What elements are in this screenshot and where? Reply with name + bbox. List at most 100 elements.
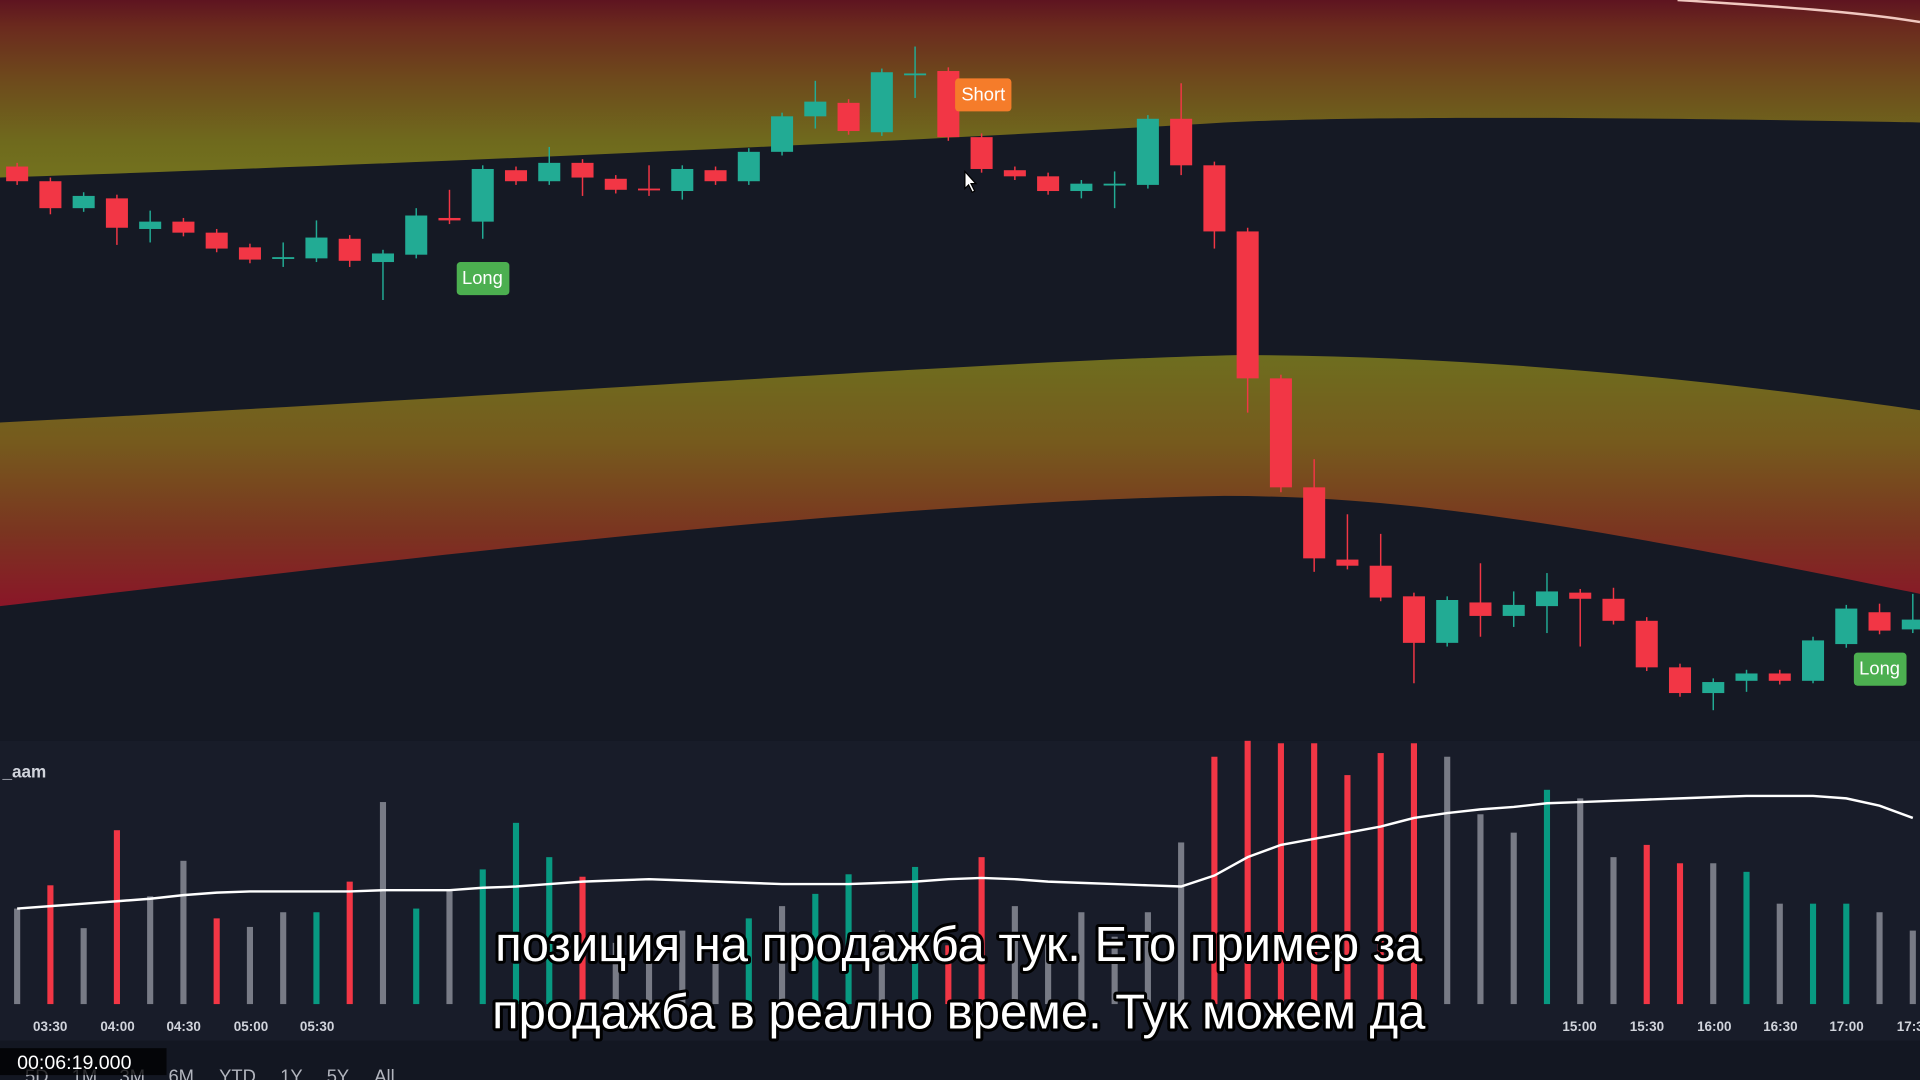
candle-body bbox=[1535, 591, 1558, 607]
candle-body bbox=[1303, 487, 1326, 559]
range-button[interactable]: 6M bbox=[168, 1065, 194, 1080]
volume-bar bbox=[280, 912, 287, 1005]
candle-body bbox=[6, 166, 29, 182]
volume-bar bbox=[1311, 743, 1318, 1005]
volume-bar bbox=[1211, 756, 1218, 1005]
candle-body bbox=[804, 101, 827, 117]
candle-body bbox=[205, 232, 228, 249]
volume-bar bbox=[80, 928, 87, 1005]
volume-bar bbox=[1178, 842, 1185, 1005]
volume-bar bbox=[1477, 814, 1484, 1005]
volume-bar bbox=[14, 908, 21, 1005]
candle-body bbox=[604, 178, 627, 190]
candle-body bbox=[870, 72, 893, 133]
candle-body bbox=[1602, 598, 1625, 621]
volume-bar bbox=[778, 906, 786, 1005]
time-label: 15:00 bbox=[1562, 1019, 1596, 1034]
candle-body bbox=[704, 170, 727, 182]
time-label: 16:30 bbox=[1763, 1019, 1797, 1034]
timestamp-box bbox=[0, 1048, 167, 1076]
candle-body bbox=[737, 151, 760, 182]
volume-bar bbox=[1843, 903, 1850, 1005]
candle-body bbox=[471, 168, 494, 222]
volume-bar bbox=[1543, 789, 1551, 1005]
candle-body bbox=[172, 221, 195, 233]
volume-bar bbox=[978, 857, 985, 1005]
volume-bar bbox=[213, 918, 220, 1005]
candle-body bbox=[1502, 604, 1525, 616]
volume-bar bbox=[1809, 903, 1817, 1005]
candle-body bbox=[1436, 600, 1459, 643]
volume-bar bbox=[1510, 832, 1517, 1005]
time-label: 04:00 bbox=[100, 1019, 134, 1034]
volume-bar bbox=[180, 860, 187, 1005]
volume-bar bbox=[1377, 753, 1384, 1005]
volume-bar bbox=[1577, 798, 1584, 1005]
candle-body bbox=[1835, 608, 1858, 645]
volume-bar bbox=[612, 942, 619, 1005]
candle-body bbox=[1269, 378, 1292, 488]
time-label: 17:00 bbox=[1829, 1019, 1863, 1034]
long-signal: Long bbox=[1859, 658, 1900, 679]
volume-bar bbox=[1643, 844, 1650, 1005]
candle-body bbox=[1103, 183, 1126, 186]
candle-body bbox=[504, 170, 528, 182]
volume-bar bbox=[579, 876, 586, 1005]
short-signal-box bbox=[955, 78, 1012, 112]
candle-body bbox=[538, 162, 561, 182]
candle-body bbox=[305, 237, 328, 259]
candle-body bbox=[1768, 673, 1791, 681]
volume-bar bbox=[1144, 912, 1151, 1005]
volume-bar bbox=[446, 888, 453, 1005]
time-label: 03:30 bbox=[33, 1019, 67, 1034]
volume-bar bbox=[1444, 756, 1451, 1005]
candle-body bbox=[1668, 667, 1692, 694]
volume-bar bbox=[1277, 743, 1284, 1005]
range-button[interactable]: All bbox=[374, 1065, 394, 1080]
volume-bar bbox=[912, 866, 919, 1005]
long-signal-box bbox=[1853, 652, 1907, 686]
time-label: 16:00 bbox=[1697, 1019, 1731, 1034]
candle-body bbox=[105, 198, 128, 228]
volume-bar bbox=[679, 930, 686, 1005]
candle-body bbox=[39, 181, 62, 209]
long-signal-box bbox=[456, 262, 510, 296]
time-label: 05:30 bbox=[300, 1019, 334, 1034]
volume-bar bbox=[1676, 863, 1684, 1005]
candle-body bbox=[1136, 118, 1159, 185]
time-label: 17:3 bbox=[1897, 1019, 1920, 1034]
candle-body bbox=[1170, 118, 1193, 166]
volume-bar bbox=[812, 893, 819, 1005]
range-button[interactable]: YTD bbox=[219, 1065, 256, 1080]
volume-ma-line bbox=[17, 794, 1914, 910]
candles bbox=[6, 46, 1920, 711]
candle-body bbox=[1635, 620, 1658, 668]
candle-body bbox=[1469, 602, 1492, 616]
candle-body bbox=[238, 247, 261, 260]
candle-body bbox=[1802, 640, 1825, 681]
volume-bar bbox=[745, 918, 752, 1005]
volume-bar bbox=[379, 802, 387, 1005]
band-line bbox=[1677, 0, 1920, 24]
time-label: 04:30 bbox=[166, 1019, 200, 1034]
candle-body bbox=[1702, 682, 1725, 694]
cursor bbox=[964, 169, 978, 194]
candle-body bbox=[671, 168, 694, 192]
volume-bar bbox=[147, 896, 154, 1005]
volume-bar bbox=[845, 874, 852, 1005]
range-button[interactable]: 1Y bbox=[280, 1065, 302, 1080]
candle-body bbox=[1070, 183, 1093, 192]
candle-body bbox=[1569, 592, 1592, 599]
volume-bar bbox=[1344, 775, 1351, 1005]
candle-body bbox=[139, 221, 162, 229]
volume-bar bbox=[1710, 863, 1717, 1005]
candle-body bbox=[638, 188, 661, 191]
volume-bar bbox=[1876, 912, 1883, 1005]
range-button[interactable]: 5Y bbox=[327, 1065, 349, 1080]
candle-body bbox=[1735, 673, 1758, 681]
volume-bar bbox=[1111, 936, 1118, 1005]
subtitle-line: продажба в реално време. Тук можем да bbox=[492, 986, 1426, 1040]
indicator-name: _aam bbox=[1, 762, 46, 782]
